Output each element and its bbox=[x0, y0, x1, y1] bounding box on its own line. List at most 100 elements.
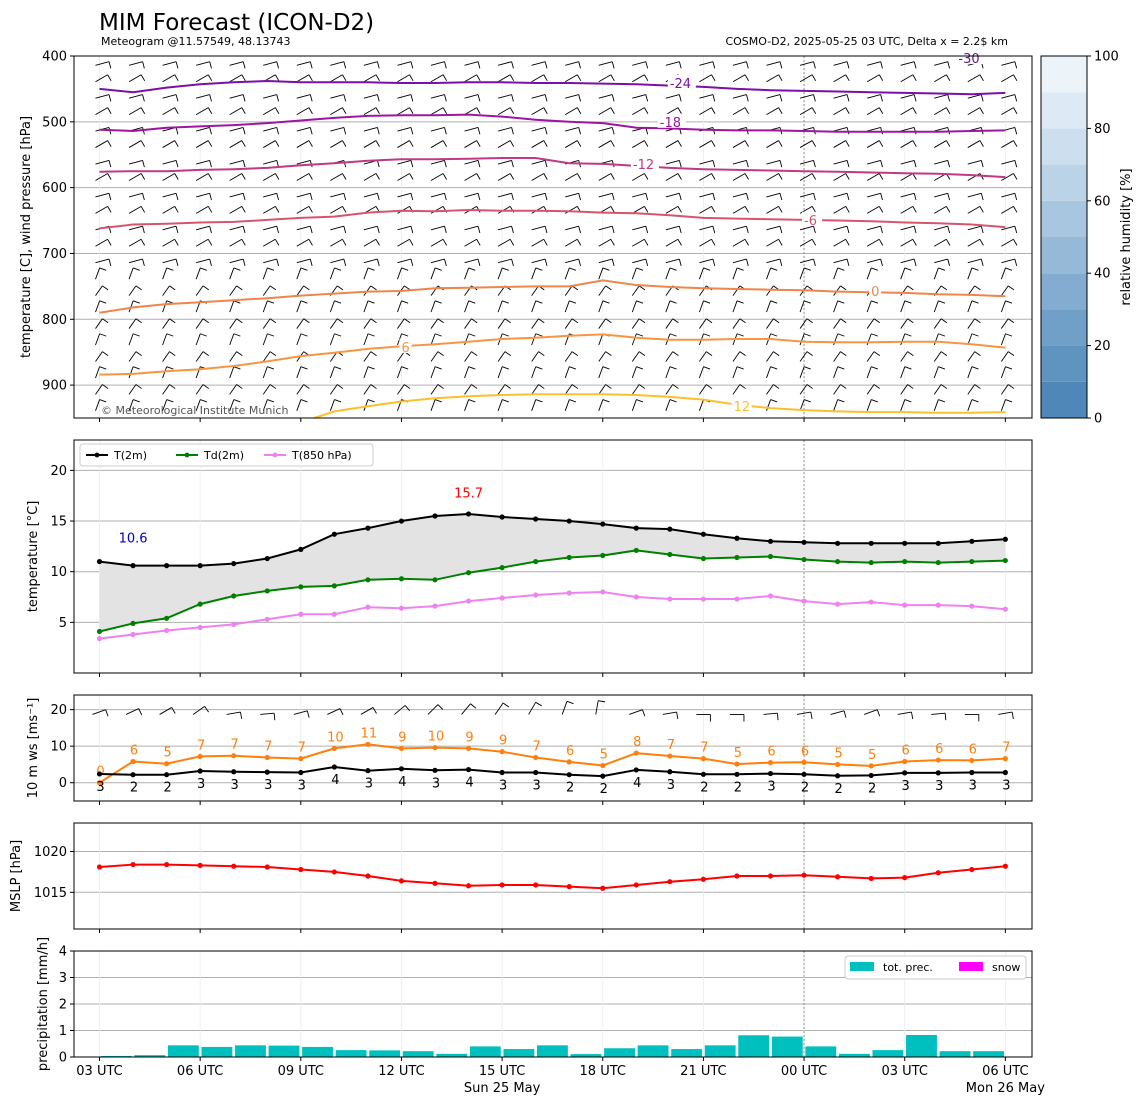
wind-barb-flag bbox=[502, 702, 510, 708]
wind-barb-flag bbox=[878, 74, 884, 82]
wind-barb-flag bbox=[544, 160, 548, 168]
wind-barb-flag bbox=[233, 366, 241, 370]
wind-barb bbox=[128, 366, 134, 379]
wind-barb-flag bbox=[677, 107, 682, 114]
wind-barb-flag bbox=[204, 706, 210, 713]
wind-barb-flag bbox=[845, 173, 850, 180]
wind-barb bbox=[967, 366, 973, 379]
wind-series-point bbox=[902, 770, 908, 776]
wind-barb-flag bbox=[135, 384, 142, 389]
wind-barb bbox=[766, 173, 779, 181]
wind-barb-flag bbox=[375, 140, 380, 147]
wind-barb bbox=[363, 351, 372, 362]
wind-barb-flag bbox=[468, 300, 476, 304]
wind-barb bbox=[128, 94, 143, 99]
wind-series-point bbox=[533, 769, 539, 776]
wind-barb bbox=[263, 192, 277, 198]
wind-barb bbox=[631, 300, 637, 313]
wind-barb-flag bbox=[375, 239, 380, 246]
wind-barb bbox=[159, 707, 172, 715]
wind-barb bbox=[866, 366, 872, 379]
wind-barb bbox=[162, 399, 168, 411]
wind-barb bbox=[296, 267, 302, 280]
panel-frame bbox=[73, 950, 1033, 1058]
wind-barb-flag bbox=[240, 711, 243, 719]
wind-barb-flag bbox=[979, 74, 984, 82]
wind-barb bbox=[598, 140, 612, 148]
wind-barb-flag bbox=[979, 107, 984, 114]
wind-barb bbox=[162, 267, 168, 280]
wind-series-point bbox=[935, 757, 941, 763]
wind-barb-flag bbox=[334, 366, 342, 370]
wind-barb-flag bbox=[409, 107, 414, 114]
wind-barb-flag bbox=[142, 193, 145, 201]
wind-barb bbox=[967, 107, 981, 116]
wind-series-point bbox=[600, 762, 606, 769]
wind-barb bbox=[866, 107, 880, 116]
wind-barb bbox=[95, 74, 108, 83]
wind-barb-flag bbox=[401, 267, 409, 271]
wind-barb bbox=[95, 300, 101, 313]
wind-barb-flag bbox=[99, 300, 107, 304]
wind-barb-flag bbox=[107, 140, 112, 147]
wind-barb-flag bbox=[142, 259, 145, 266]
wind-barb-flag bbox=[980, 94, 984, 102]
wind-barb bbox=[95, 107, 108, 116]
wind-barb bbox=[497, 225, 512, 231]
wind-barb bbox=[296, 107, 310, 116]
wind-barb bbox=[263, 173, 276, 181]
wind-barb-flag bbox=[511, 226, 514, 234]
wind-barb-flag bbox=[343, 160, 347, 168]
wind-barb-flag bbox=[880, 61, 883, 69]
colorbar-band bbox=[1041, 56, 1087, 93]
wind-barb-flag bbox=[845, 206, 850, 213]
wind-barb bbox=[262, 351, 271, 362]
wind-barb-flag bbox=[770, 399, 778, 403]
wind-series-point bbox=[835, 773, 841, 779]
wind-barb bbox=[732, 225, 747, 231]
wind-barb bbox=[799, 238, 813, 247]
colorbar-band bbox=[1041, 237, 1087, 274]
wind-series-point bbox=[499, 769, 505, 776]
wind-barb bbox=[95, 159, 110, 165]
wind-barb bbox=[296, 399, 302, 411]
wind-barb-flag bbox=[308, 206, 313, 213]
wind-barb-flag bbox=[1014, 193, 1018, 201]
wind-barb bbox=[967, 384, 976, 395]
wind-barb-flag bbox=[334, 300, 342, 304]
wind-barb-flag bbox=[804, 300, 811, 304]
wind-barb bbox=[397, 140, 410, 148]
wind-barb bbox=[363, 366, 369, 379]
wind-barb-flag bbox=[309, 259, 313, 266]
wind-barb bbox=[934, 238, 947, 247]
wind-barb-flag bbox=[602, 399, 610, 403]
wind-barb-flag bbox=[202, 351, 210, 357]
wind-barb bbox=[565, 94, 579, 99]
wind-barb-flag bbox=[907, 351, 914, 357]
wind-series-point bbox=[600, 773, 606, 779]
wind-barb-flag bbox=[375, 107, 380, 114]
wind-barb bbox=[799, 159, 814, 165]
wind-barb bbox=[497, 94, 512, 99]
wind-barb bbox=[262, 300, 268, 313]
wind-barb bbox=[598, 351, 607, 362]
wind-barb-flag bbox=[770, 333, 778, 337]
wind-series-point bbox=[902, 758, 908, 765]
wind-series-point bbox=[298, 769, 304, 776]
wind-barb-flag bbox=[276, 259, 280, 266]
wind-barb bbox=[933, 333, 939, 346]
wind-barb bbox=[867, 192, 881, 198]
precip-bar bbox=[838, 1053, 870, 1057]
wind-barb bbox=[195, 173, 209, 181]
wind-barb-flag bbox=[736, 267, 744, 271]
wind-barb-flag bbox=[376, 127, 380, 135]
precip-bar bbox=[369, 1050, 401, 1057]
wind-barb bbox=[430, 74, 444, 83]
wind-barb-flag bbox=[376, 259, 380, 266]
wind-barb bbox=[766, 205, 779, 214]
wind-barb-flag bbox=[770, 267, 778, 271]
wind-barb bbox=[296, 285, 305, 296]
wind-barb bbox=[833, 74, 846, 83]
wind-barb-flag bbox=[370, 285, 377, 291]
wind-barb-flag bbox=[912, 239, 917, 246]
